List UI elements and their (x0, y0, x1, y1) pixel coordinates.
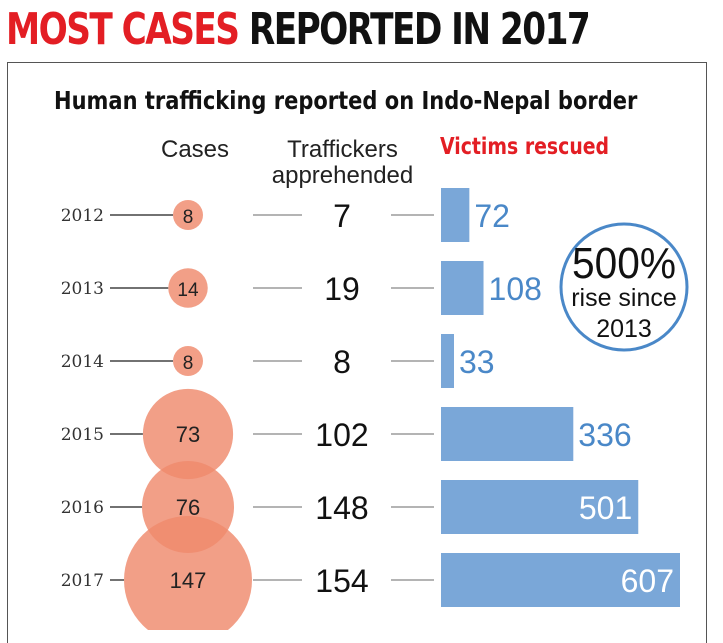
victims-value: 72 (474, 198, 510, 234)
case-circle (168, 268, 208, 308)
column-header-victims: Victims rescued (440, 134, 610, 160)
chart-title: Human trafficking reported on Indo-Nepal… (54, 86, 638, 115)
column-header-traffickers-line2: apprehended (271, 162, 414, 189)
year-label: 2015 (61, 425, 104, 445)
traffickers-value: 8 (333, 344, 351, 380)
traffickers-value: 102 (315, 417, 368, 453)
column-header-cases: Cases (160, 136, 230, 163)
year-label: 2013 (61, 279, 104, 299)
headline-red-part: MOST CASES (6, 4, 240, 55)
year-label: 2012 (61, 206, 104, 226)
victims-bar (441, 334, 454, 388)
year-label: 2017 (61, 571, 104, 591)
rise-badge-line1: rise since (571, 284, 677, 312)
rise-badge-line2: 2013 (596, 315, 652, 343)
victims-bar (441, 553, 680, 607)
case-circle (124, 516, 252, 630)
column-header-traffickers: Traffickers apprehended (255, 137, 430, 189)
victims-value: 336 (578, 417, 631, 453)
case-value: 147 (170, 568, 207, 593)
rise-badge: 500% rise since 2013 (559, 222, 689, 352)
year-label: 2014 (61, 352, 104, 372)
traffickers-value: 19 (324, 271, 360, 307)
victims-value: 33 (459, 344, 495, 380)
year-label: 2016 (61, 498, 104, 518)
victims-bar (441, 261, 484, 315)
victims-value: 501 (579, 490, 632, 526)
case-circles (124, 200, 252, 630)
case-value: 14 (177, 280, 199, 301)
case-value: 8 (183, 207, 194, 228)
traffickers-value: 148 (315, 490, 368, 526)
row-labels: 2012 8 7 72 2013 14 19 108 2014 8 8 33 2015 73 102 336 2… (61, 188, 680, 607)
column-header-traffickers-line1: Traffickers (287, 136, 398, 163)
case-value: 8 (183, 353, 194, 374)
victims-bar (441, 188, 470, 242)
victims-bar (441, 480, 639, 534)
case-circle (173, 200, 203, 230)
victims-bar (441, 407, 574, 461)
victims-value: 108 (489, 271, 542, 307)
rise-badge-ring (559, 222, 689, 352)
case-value: 73 (176, 422, 200, 447)
headline-black-part: REPORTED IN 2017 (248, 4, 591, 55)
victims-value: 607 (621, 563, 674, 599)
rise-badge-percent: 500% (572, 239, 676, 288)
traffickers-value: 7 (333, 198, 351, 234)
case-circle (142, 388, 234, 480)
chart-panel (7, 62, 707, 643)
case-circle (173, 346, 203, 376)
headline: MOST CASES REPORTED IN 2017 (6, 4, 591, 56)
case-value: 76 (176, 495, 200, 520)
chart-svg: 2012 8 7 72 2013 14 19 108 2014 8 8 33 2015 73 102 336 2… (61, 188, 689, 630)
traffickers-value: 154 (315, 563, 368, 599)
